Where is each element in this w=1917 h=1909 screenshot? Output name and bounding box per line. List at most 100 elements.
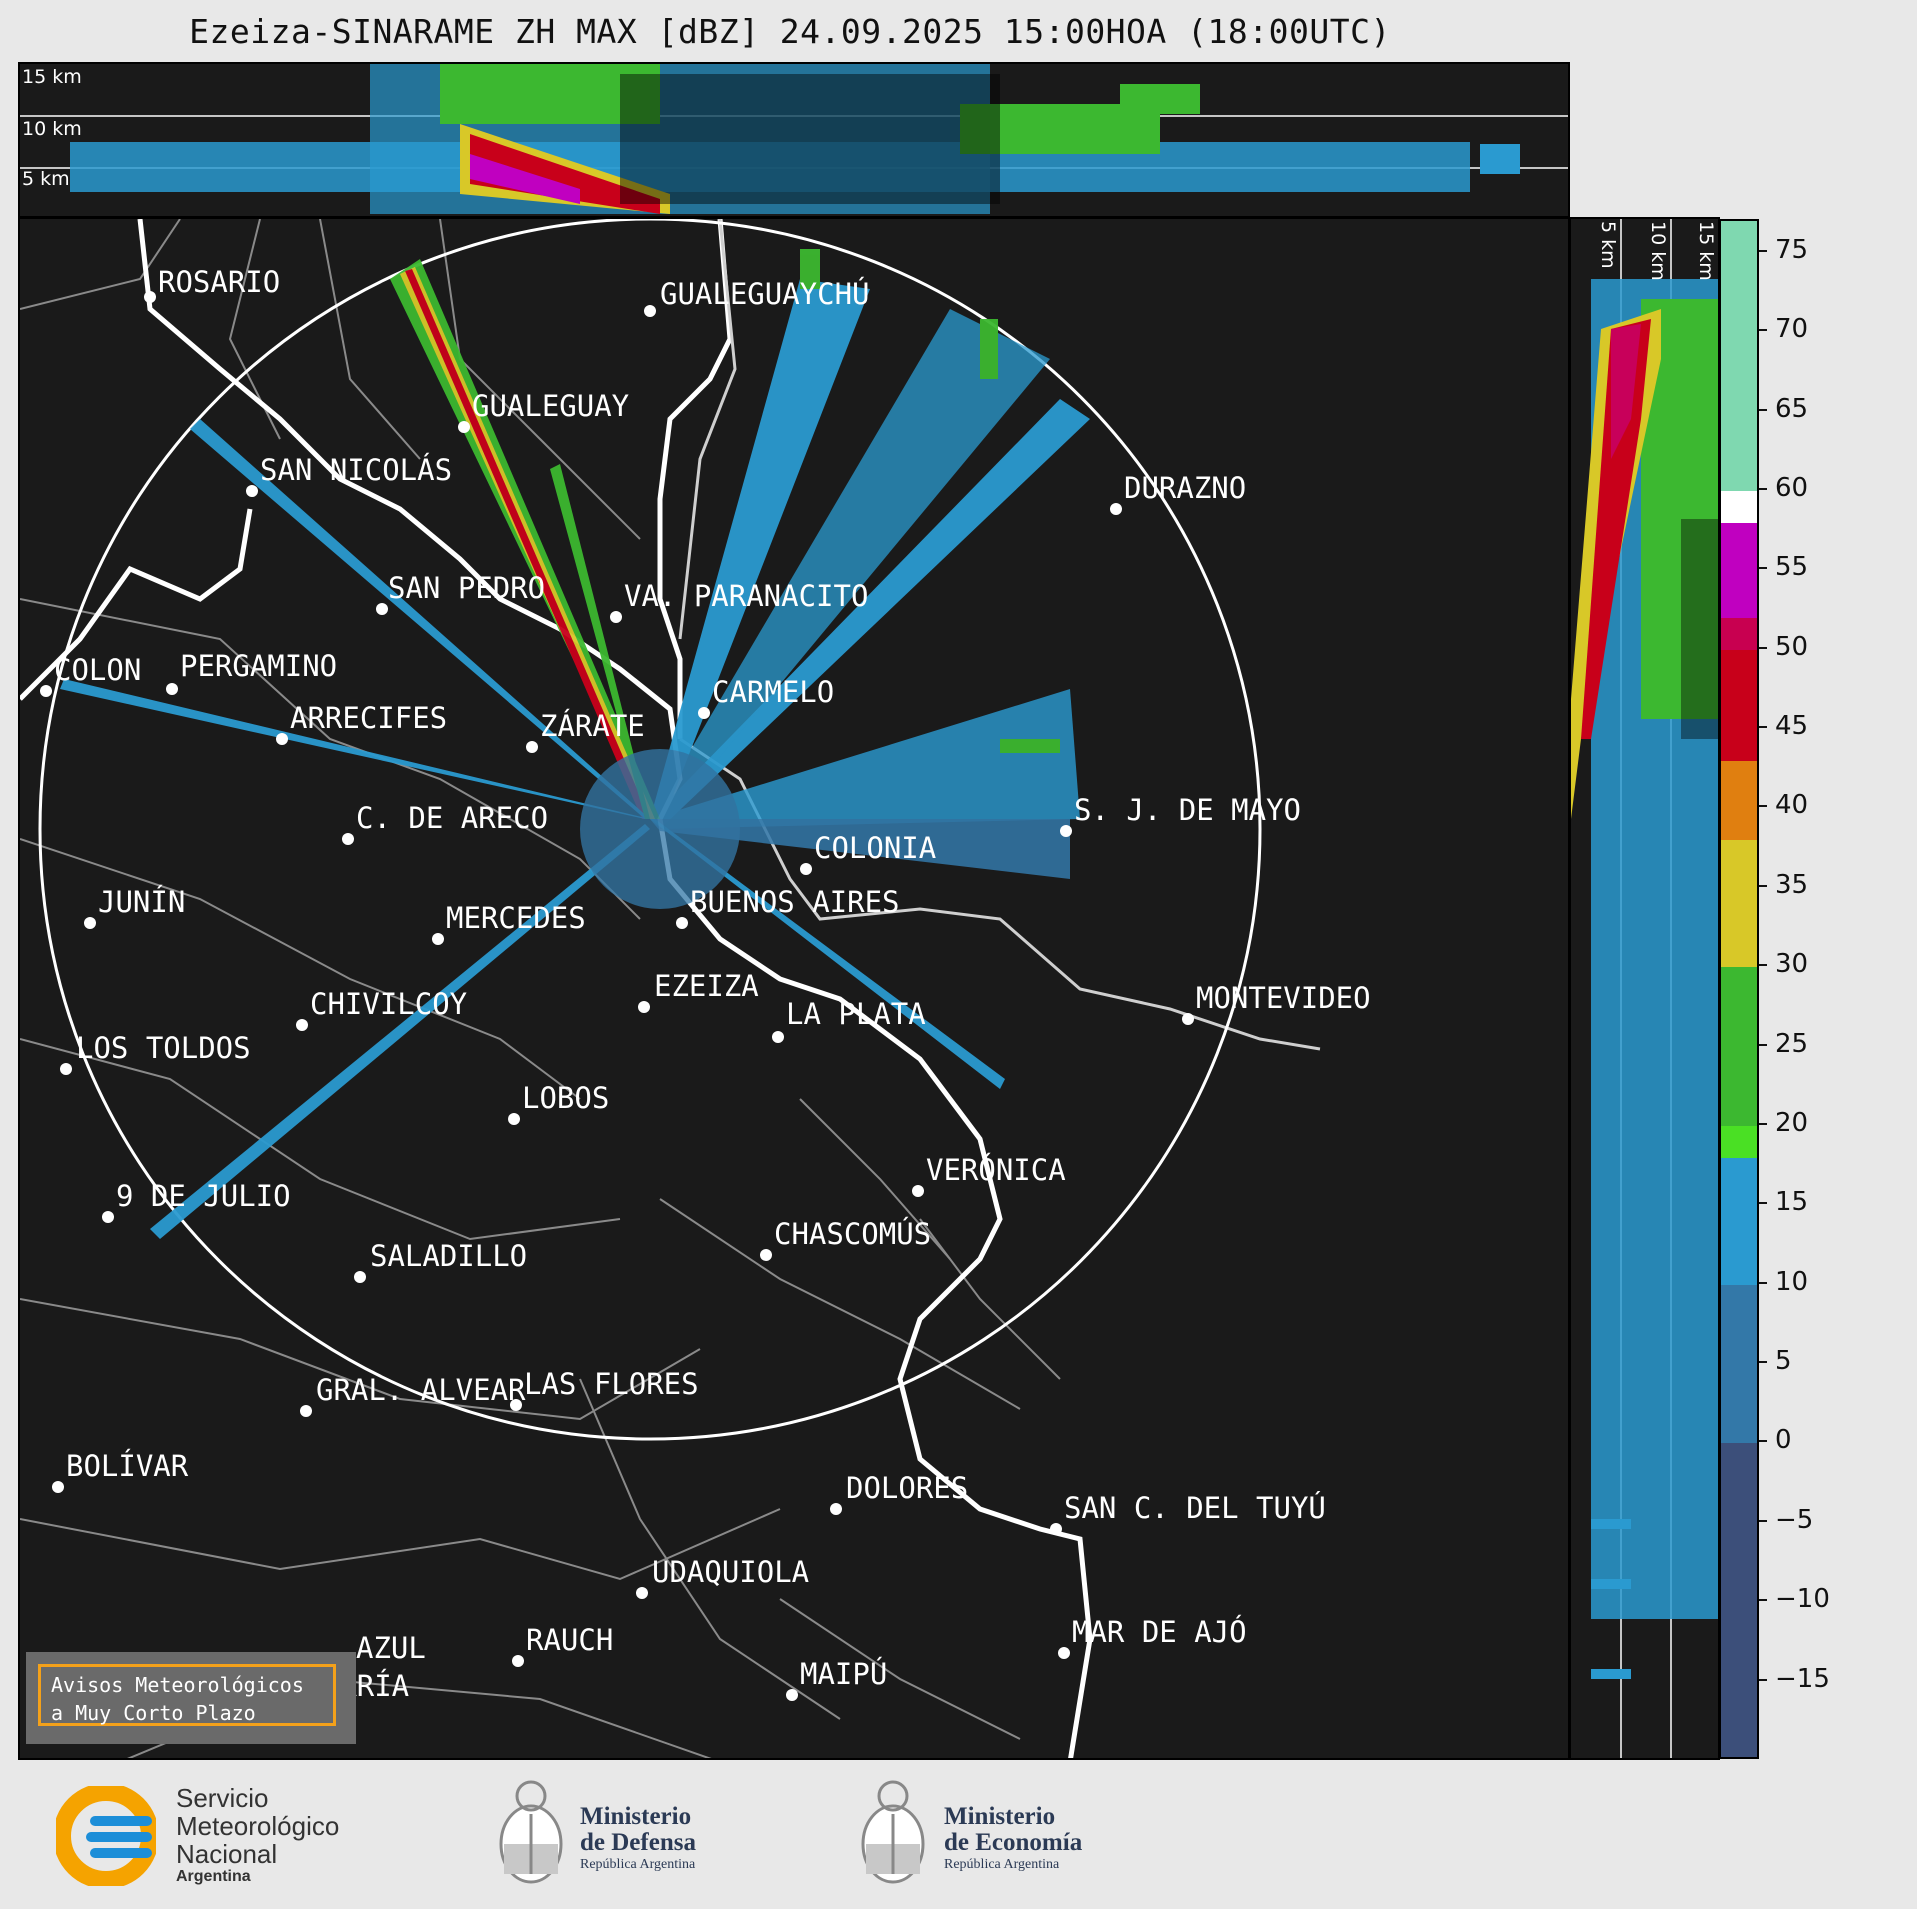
- colorbar-tick-label: 35: [1759, 870, 1808, 900]
- city-label-veronica: VERÓNICA: [926, 1153, 1066, 1187]
- smn-line-4: Argentina: [176, 1868, 251, 1885]
- city-label-rosario: ROSARIO: [158, 265, 281, 299]
- colorbar-band: [1721, 649, 1757, 761]
- colorbar-tick-label: −10: [1759, 1584, 1830, 1614]
- city-label-dolores: DOLORES: [846, 1471, 969, 1505]
- city-label-colonia: COLONIA: [814, 831, 937, 865]
- city-label-los-toldos: LOS TOLDOS: [76, 1031, 251, 1065]
- colorbar-tick-label: −5: [1759, 1505, 1813, 1535]
- city-label-chascomus: CHASCOMÚS: [774, 1217, 932, 1251]
- city-marker: [830, 1503, 842, 1515]
- colorbar-tick-label: −15: [1759, 1664, 1830, 1694]
- colorbar-tick-label: 70: [1759, 314, 1808, 344]
- city-marker: [760, 1249, 772, 1261]
- city-marker: [52, 1481, 64, 1493]
- city-marker: [354, 1271, 366, 1283]
- warning-notice[interactable]: Avisos Meteorológicos a Muy Corto Plazo: [26, 1652, 356, 1744]
- city-marker: [432, 933, 444, 945]
- colorbar-band: [1721, 840, 1757, 968]
- colorbar-tick-label: 15: [1759, 1187, 1808, 1217]
- colorbar-tick-label: 50: [1759, 632, 1808, 662]
- top-cross-section-echoes: [20, 64, 1568, 214]
- radar-map-graphics: [20, 219, 1321, 1758]
- colorbar-band: [1721, 221, 1757, 491]
- city-marker: [342, 833, 354, 845]
- altitude-label-10km: 10 km: [22, 118, 82, 140]
- colorbar-tick-label: 75: [1759, 235, 1808, 265]
- defensa-line-2: de Defensa: [580, 1829, 696, 1856]
- colorbar-tick-label: 0: [1759, 1425, 1792, 1455]
- city-marker: [508, 1113, 520, 1125]
- city-label-la-plata: LA PLATA: [786, 997, 926, 1031]
- altitude-label-15km: 15 km: [22, 66, 82, 88]
- city-label-saladillo: SALADILLO: [370, 1239, 528, 1273]
- city-label-san-nicolas: SAN NICOLÁS: [260, 453, 453, 487]
- city-marker: [510, 1399, 522, 1411]
- radar-map: ROSARIO GUALEGUAYCHÚ GUALEGUAY SAN NICOL…: [18, 217, 1570, 1760]
- economia-logo[interactable]: Ministerio de Economía República Argenti…: [856, 1774, 1136, 1900]
- city-marker: [1058, 1647, 1070, 1659]
- side-cross-section-echoes: [1571, 219, 1718, 1758]
- defensa-line-3: República Argentina: [580, 1857, 696, 1872]
- defensa-line-1: Ministerio: [580, 1803, 692, 1830]
- colorbar-band: [1721, 1284, 1757, 1444]
- smn-emblem-icon: [56, 1786, 156, 1886]
- city-marker: [102, 1211, 114, 1223]
- city-label-pergamino: PERGAMINO: [180, 649, 338, 683]
- defensa-logo[interactable]: Ministerio de Defensa República Argentin…: [494, 1774, 754, 1900]
- city-marker: [638, 1001, 650, 1013]
- city-label-azul: AZUL: [356, 1631, 426, 1665]
- city-marker: [698, 707, 710, 719]
- city-marker: [512, 1655, 524, 1667]
- side-altitude-label-5km: 5 km: [1597, 221, 1619, 269]
- smn-logo[interactable]: Servicio Meteorológico Nacional Argentin…: [56, 1782, 386, 1892]
- city-label-9-de-julio: 9 DE JULIO: [116, 1179, 291, 1213]
- dbz-colorbar-ticks: 75 70 65 60 55 50 45 40 35 30 25 20 15 10 5 0 −5 −10 −15: [1759, 219, 1879, 1759]
- side-altitude-label-15km: 15 km: [1695, 221, 1717, 281]
- city-marker: [1050, 1523, 1062, 1535]
- economia-line-2: de Economía: [944, 1829, 1083, 1856]
- colorbar-band: [1721, 760, 1757, 841]
- city-label-bolivar: BOLÍVAR: [66, 1449, 189, 1483]
- city-marker: [300, 1405, 312, 1417]
- colorbar-tick-label: 20: [1759, 1108, 1808, 1138]
- city-marker: [644, 305, 656, 317]
- economia-line-1: Ministerio: [944, 1803, 1056, 1830]
- smn-line-2: Meteorológico: [176, 1811, 340, 1841]
- dbz-colorbar: [1719, 219, 1759, 1759]
- city-marker: [636, 1587, 648, 1599]
- colorbar-tick-label: 25: [1759, 1029, 1808, 1059]
- city-marker: [276, 733, 288, 745]
- radar-echoes: [60, 249, 1090, 1239]
- city-marker: [40, 685, 52, 697]
- city-marker: [1110, 503, 1122, 515]
- colorbar-tick-label: 10: [1759, 1267, 1808, 1297]
- city-label-las-flores: LAS FLORES: [524, 1367, 699, 1401]
- city-label-junin: JUNÍN: [98, 885, 186, 919]
- city-label-ezeiza: EZEIZA: [654, 969, 759, 1003]
- city-label-arrecifes: ARRECIFES: [290, 701, 448, 735]
- city-marker: [166, 683, 178, 695]
- colorbar-tick-label: 60: [1759, 473, 1808, 503]
- colorbar-band: [1721, 522, 1757, 618]
- city-marker: [246, 485, 258, 497]
- range-ring: [38, 219, 1262, 1441]
- city-marker: [1060, 825, 1072, 837]
- national-shield-icon: [499, 1780, 563, 1884]
- city-label-san-pedro: SAN PEDRO: [388, 571, 546, 605]
- city-label-rauch: RAUCH: [526, 1623, 614, 1657]
- city-label-san-c-del-tuyu: SAN C. DEL TUYÚ: [1064, 1491, 1326, 1525]
- city-label-carmelo: CARMELO: [712, 675, 835, 709]
- city-label-lobos: LOBOS: [522, 1081, 610, 1115]
- city-label-sj-de-mayo: S. J. DE MAYO: [1074, 793, 1301, 827]
- city-marker: [800, 863, 812, 875]
- city-label-zarate: ZÁRATE: [540, 709, 645, 743]
- side-cross-section: 5 km 10 km 15 km: [1569, 217, 1720, 1760]
- city-label-gualeguay: GUALEGUAY: [472, 389, 630, 423]
- city-marker: [786, 1689, 798, 1701]
- city-marker: [296, 1019, 308, 1031]
- city-marker: [1182, 1013, 1194, 1025]
- top-cross-section: 15 km 10 km 5 km: [18, 62, 1570, 218]
- city-marker: [458, 421, 470, 433]
- colorbar-band: [1721, 967, 1757, 1126]
